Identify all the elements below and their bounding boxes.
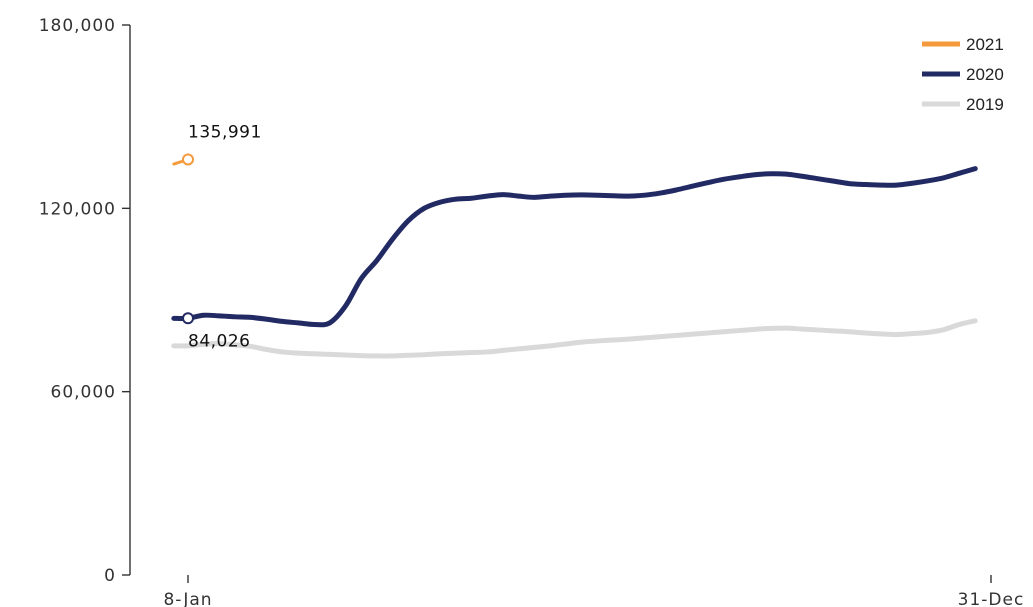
- legend: 2021 2020 2019: [922, 35, 1004, 114]
- series-line-2019: [171, 318, 978, 359]
- y-tick-label: 180,000: [39, 16, 116, 36]
- legend-label-2021: 2021: [966, 35, 1004, 54]
- data-label-2020: 84,026: [188, 331, 250, 351]
- markers-layer: 135,991 84,026: [182, 122, 262, 351]
- x-tick-label: 8-Jan: [163, 590, 212, 607]
- data-point-marker-2021: [182, 153, 194, 166]
- series-layer: [171, 157, 978, 359]
- series-line-2020: [171, 166, 978, 328]
- axes: 0 60,000 120,000 180,000 8-Jan 31-Dec: [39, 16, 1025, 607]
- y-tick-label: 120,000: [39, 199, 116, 219]
- data-label-2021: 135,991: [188, 122, 262, 142]
- y-tick-label: 60,000: [51, 383, 116, 403]
- y-tick-label: 0: [104, 566, 116, 586]
- data-point-marker-2020: [182, 312, 194, 325]
- legend-label-2020: 2020: [966, 65, 1004, 84]
- legend-label-2019: 2019: [966, 95, 1004, 114]
- x-tick-label: 31-Dec: [958, 590, 1025, 607]
